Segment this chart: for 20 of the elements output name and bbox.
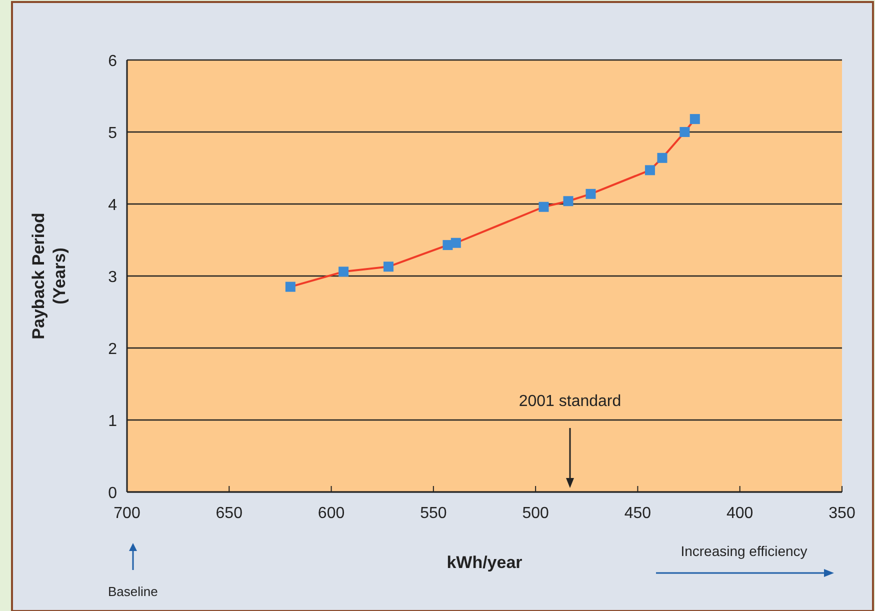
x-tick-label: 550	[420, 505, 447, 522]
text: Baseline	[108, 584, 158, 599]
text: Increasing efficiency	[680, 543, 808, 559]
y-tick-label: 2	[108, 341, 118, 358]
y-axis-title: Payback Period (Years)	[29, 212, 69, 340]
x-tick-label: 400	[726, 505, 754, 522]
x-tick-label: 500	[522, 505, 550, 522]
y-tick-label: 3	[108, 269, 118, 286]
y-tick-label: 5	[108, 125, 118, 142]
x-tick-label: 600	[318, 505, 345, 522]
y-tick-label: 6	[108, 53, 118, 70]
annotation: 2001 standard	[518, 393, 622, 410]
y-tick-label: 1	[108, 413, 118, 430]
x-tick-label: 450	[624, 505, 652, 522]
x-tick-label: 350	[828, 505, 856, 522]
y-tick-label: 4	[108, 197, 118, 214]
y-tick-label: 0	[108, 485, 118, 502]
x-tick-label: 700	[114, 505, 140, 522]
x-tick-label: 650	[216, 505, 243, 522]
x-axis-title: kWh/year	[446, 553, 523, 572]
